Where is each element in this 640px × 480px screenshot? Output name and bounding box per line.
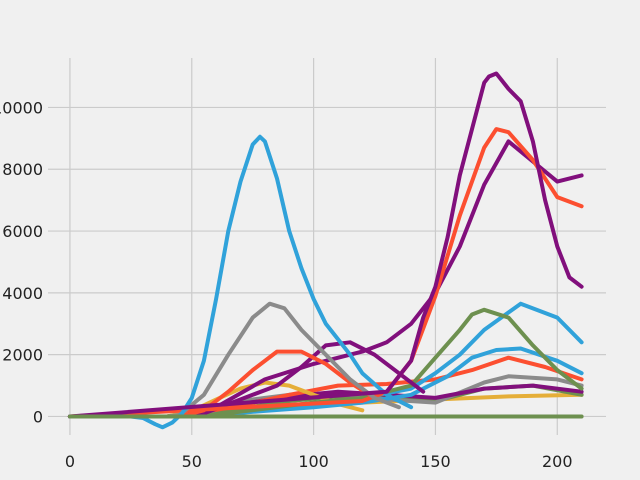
y-tick-label: 6000 [2,222,43,241]
series-line-9 [67,307,584,419]
x-axis-tick-labels: 0 50 100 150 200 [65,452,573,471]
y-axis-tick-labels: 0 2000 4000 6000 8000 10000 [0,98,43,426]
series-line-16 [67,71,584,419]
x-tick-label: 150 [420,452,451,471]
data-series [67,71,584,430]
y-tick-label: 4000 [2,284,43,303]
x-tick-label: 0 [65,452,75,471]
x-tick-label: 200 [542,452,573,471]
y-tick-label: 8000 [2,160,43,179]
x-tick-label: 100 [298,452,329,471]
x-tick-label: 50 [182,452,202,471]
series-line-10 [67,340,426,419]
y-tick-label: 10000 [0,98,43,117]
grid-lines [48,58,606,435]
series-line-15 [67,134,414,430]
y-tick-label: 0 [33,407,43,426]
y-tick-label: 2000 [2,346,43,365]
series-line-12 [67,349,377,419]
